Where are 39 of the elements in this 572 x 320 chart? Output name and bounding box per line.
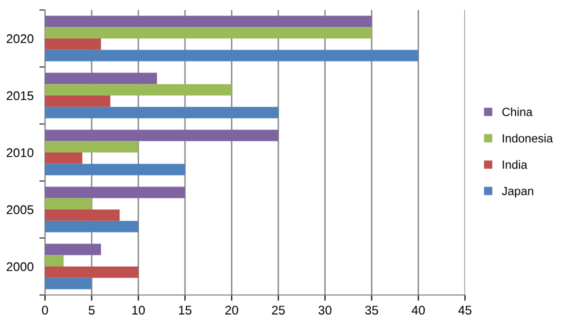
bar (45, 164, 185, 176)
bar (45, 141, 138, 152)
y-tick-label: 2005 (6, 205, 34, 214)
bar (45, 220, 138, 232)
bar (45, 38, 101, 50)
legend-label: India (502, 160, 528, 169)
x-tick-label: 5 (88, 306, 95, 315)
y-tick-label: 2015 (6, 91, 34, 100)
bar (45, 255, 64, 266)
bar (45, 198, 92, 210)
bar (45, 186, 185, 198)
x-tick-label: 20 (225, 306, 238, 315)
bar (45, 16, 372, 28)
bar (45, 27, 372, 38)
bar (45, 130, 278, 142)
x-tick-label: 25 (272, 306, 285, 315)
x-tick-label: 40 (412, 306, 425, 315)
x-tick-label: 10 (132, 306, 145, 315)
legend-label: China (502, 107, 533, 116)
bar (45, 96, 110, 107)
x-tick-label: 15 (179, 306, 192, 315)
bar (45, 106, 278, 118)
x-tick-label: 30 (318, 306, 332, 315)
bar (45, 72, 157, 84)
x-tick-label: 35 (365, 306, 378, 315)
y-tick-label: 2020 (6, 34, 34, 44)
x-tick-label: 45 (458, 306, 472, 315)
y-tick-label: 2000 (6, 262, 34, 272)
bar (45, 210, 120, 221)
legend-label: Japan (502, 186, 534, 198)
x-tick-label: 0 (42, 306, 48, 315)
bar (45, 50, 418, 62)
bar (45, 84, 232, 96)
bar (45, 152, 82, 164)
y-tick-label: 2010 (6, 148, 34, 158)
bar (45, 278, 92, 290)
bar (45, 266, 138, 278)
bar (45, 244, 101, 256)
legend-label: Indonesia (502, 134, 553, 142)
